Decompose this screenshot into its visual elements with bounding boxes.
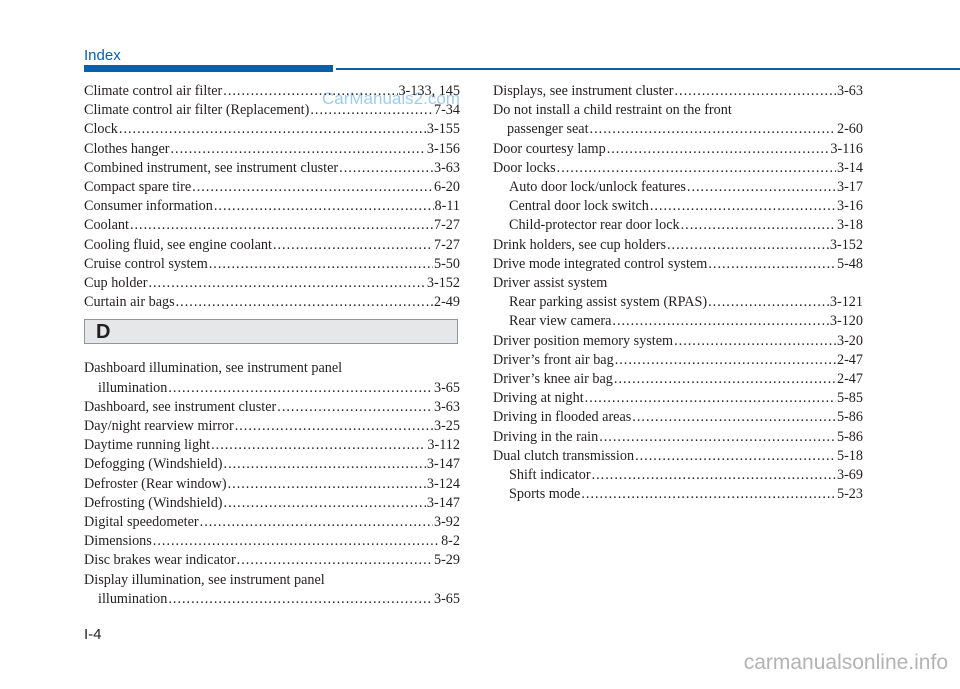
index-entry: Combined instrument, see instrument clus… (84, 159, 460, 178)
index-entry: Digital speedometer3-92 (84, 513, 460, 532)
index-entry: Consumer information8-11 (84, 197, 460, 216)
index-subentry: Auto door lock/unlock features3-17 (493, 178, 863, 197)
header-bar-accent (84, 65, 333, 72)
page-number: I-4 (84, 626, 102, 643)
index-entry: Coolant7-27 (84, 216, 460, 235)
watermark-bottom: carmanualsonline.info (743, 651, 948, 674)
index-entry: Dimensions8-2 (84, 532, 460, 551)
index-entry: Defrosting (Windshield)3-147 (84, 494, 460, 513)
index-entry: Driver’s front air bag2-47 (493, 351, 863, 370)
index-subentry: Central door lock switch3-16 (493, 197, 863, 216)
index-entry: Climate control air filter (Replacement)… (84, 101, 460, 120)
index-entry: Compact spare tire6-20 (84, 178, 460, 197)
index-entry: Door locks3-14 (493, 159, 863, 178)
index-entry: Clothes hanger3-156 (84, 140, 460, 159)
header-title: Index (84, 47, 121, 64)
index-entry: Drive mode integrated control system5-48 (493, 255, 863, 274)
index-entry: Clock3-155 (84, 120, 460, 139)
index-entry-heading: Dashboard illumination, see instrument p… (84, 360, 343, 377)
index-column-left: Climate control air filter3-133, 145 Cli… (84, 82, 460, 609)
entries-d: Dashboard illumination, see instrument p… (84, 359, 460, 609)
header-rule (336, 68, 960, 70)
index-entry: Driver position memory system3-20 (493, 332, 863, 351)
index-subentry: Rear parking assist system (RPAS)3-121 (493, 293, 863, 312)
index-entry-heading: Do not install a child restraint on the … (493, 102, 732, 119)
index-entry: Cooling fluid, see engine coolant7-27 (84, 236, 460, 255)
index-subentry: Sports mode5-23 (493, 485, 863, 504)
index-entry: Curtain air bags2-49 (84, 293, 460, 312)
index-entry: Drink holders, see cup holders3-152 (493, 236, 863, 255)
index-entry: passenger seat2-60 (493, 120, 863, 139)
index-entry-heading: Driver assist system (493, 275, 608, 292)
entries-c: Climate control air filter3-133, 145 Cli… (84, 82, 460, 312)
index-entry: Cruise control system5-50 (84, 255, 460, 274)
index-entry: Defogging (Windshield)3-147 (84, 455, 460, 474)
index-entry: Defroster (Rear window)3-124 (84, 475, 460, 494)
index-column-right: Displays, see instrument cluster3-63 Do … (493, 82, 863, 504)
index-entry: illumination3-65 (84, 590, 460, 609)
index-subentry: Child-protector rear door lock3-18 (493, 216, 863, 235)
index-subentry: Rear view camera3-120 (493, 312, 863, 331)
index-entry: Dashboard, see instrument cluster3-63 (84, 398, 460, 417)
index-entry: Displays, see instrument cluster3-63 (493, 82, 863, 101)
index-entry: illumination3-65 (84, 379, 460, 398)
index-entry: Driver’s knee air bag2-47 (493, 370, 863, 389)
index-entry: Door courtesy lamp3-116 (493, 140, 863, 159)
index-entry: Cup holder3-152 (84, 274, 460, 293)
index-entry: Disc brakes wear indicator5-29 (84, 551, 460, 570)
index-entry: Dual clutch transmission5-18 (493, 447, 863, 466)
section-header-d: D (84, 319, 458, 345)
index-entry: Day/night rearview mirror3-25 (84, 417, 460, 436)
index-entry: Driving at night5-85 (493, 389, 863, 408)
section-letter: D (96, 321, 111, 344)
index-entry: Driving in the rain5-86 (493, 428, 863, 447)
index-entry-heading: Display illumination, see instrument pan… (84, 571, 325, 588)
index-entry: Daytime running light3-112 (84, 436, 460, 455)
index-entry: Driving in flooded areas5-86 (493, 408, 863, 427)
index-entry: Climate control air filter3-133, 145 (84, 82, 460, 101)
index-subentry: Shift indicator3-69 (493, 466, 863, 485)
